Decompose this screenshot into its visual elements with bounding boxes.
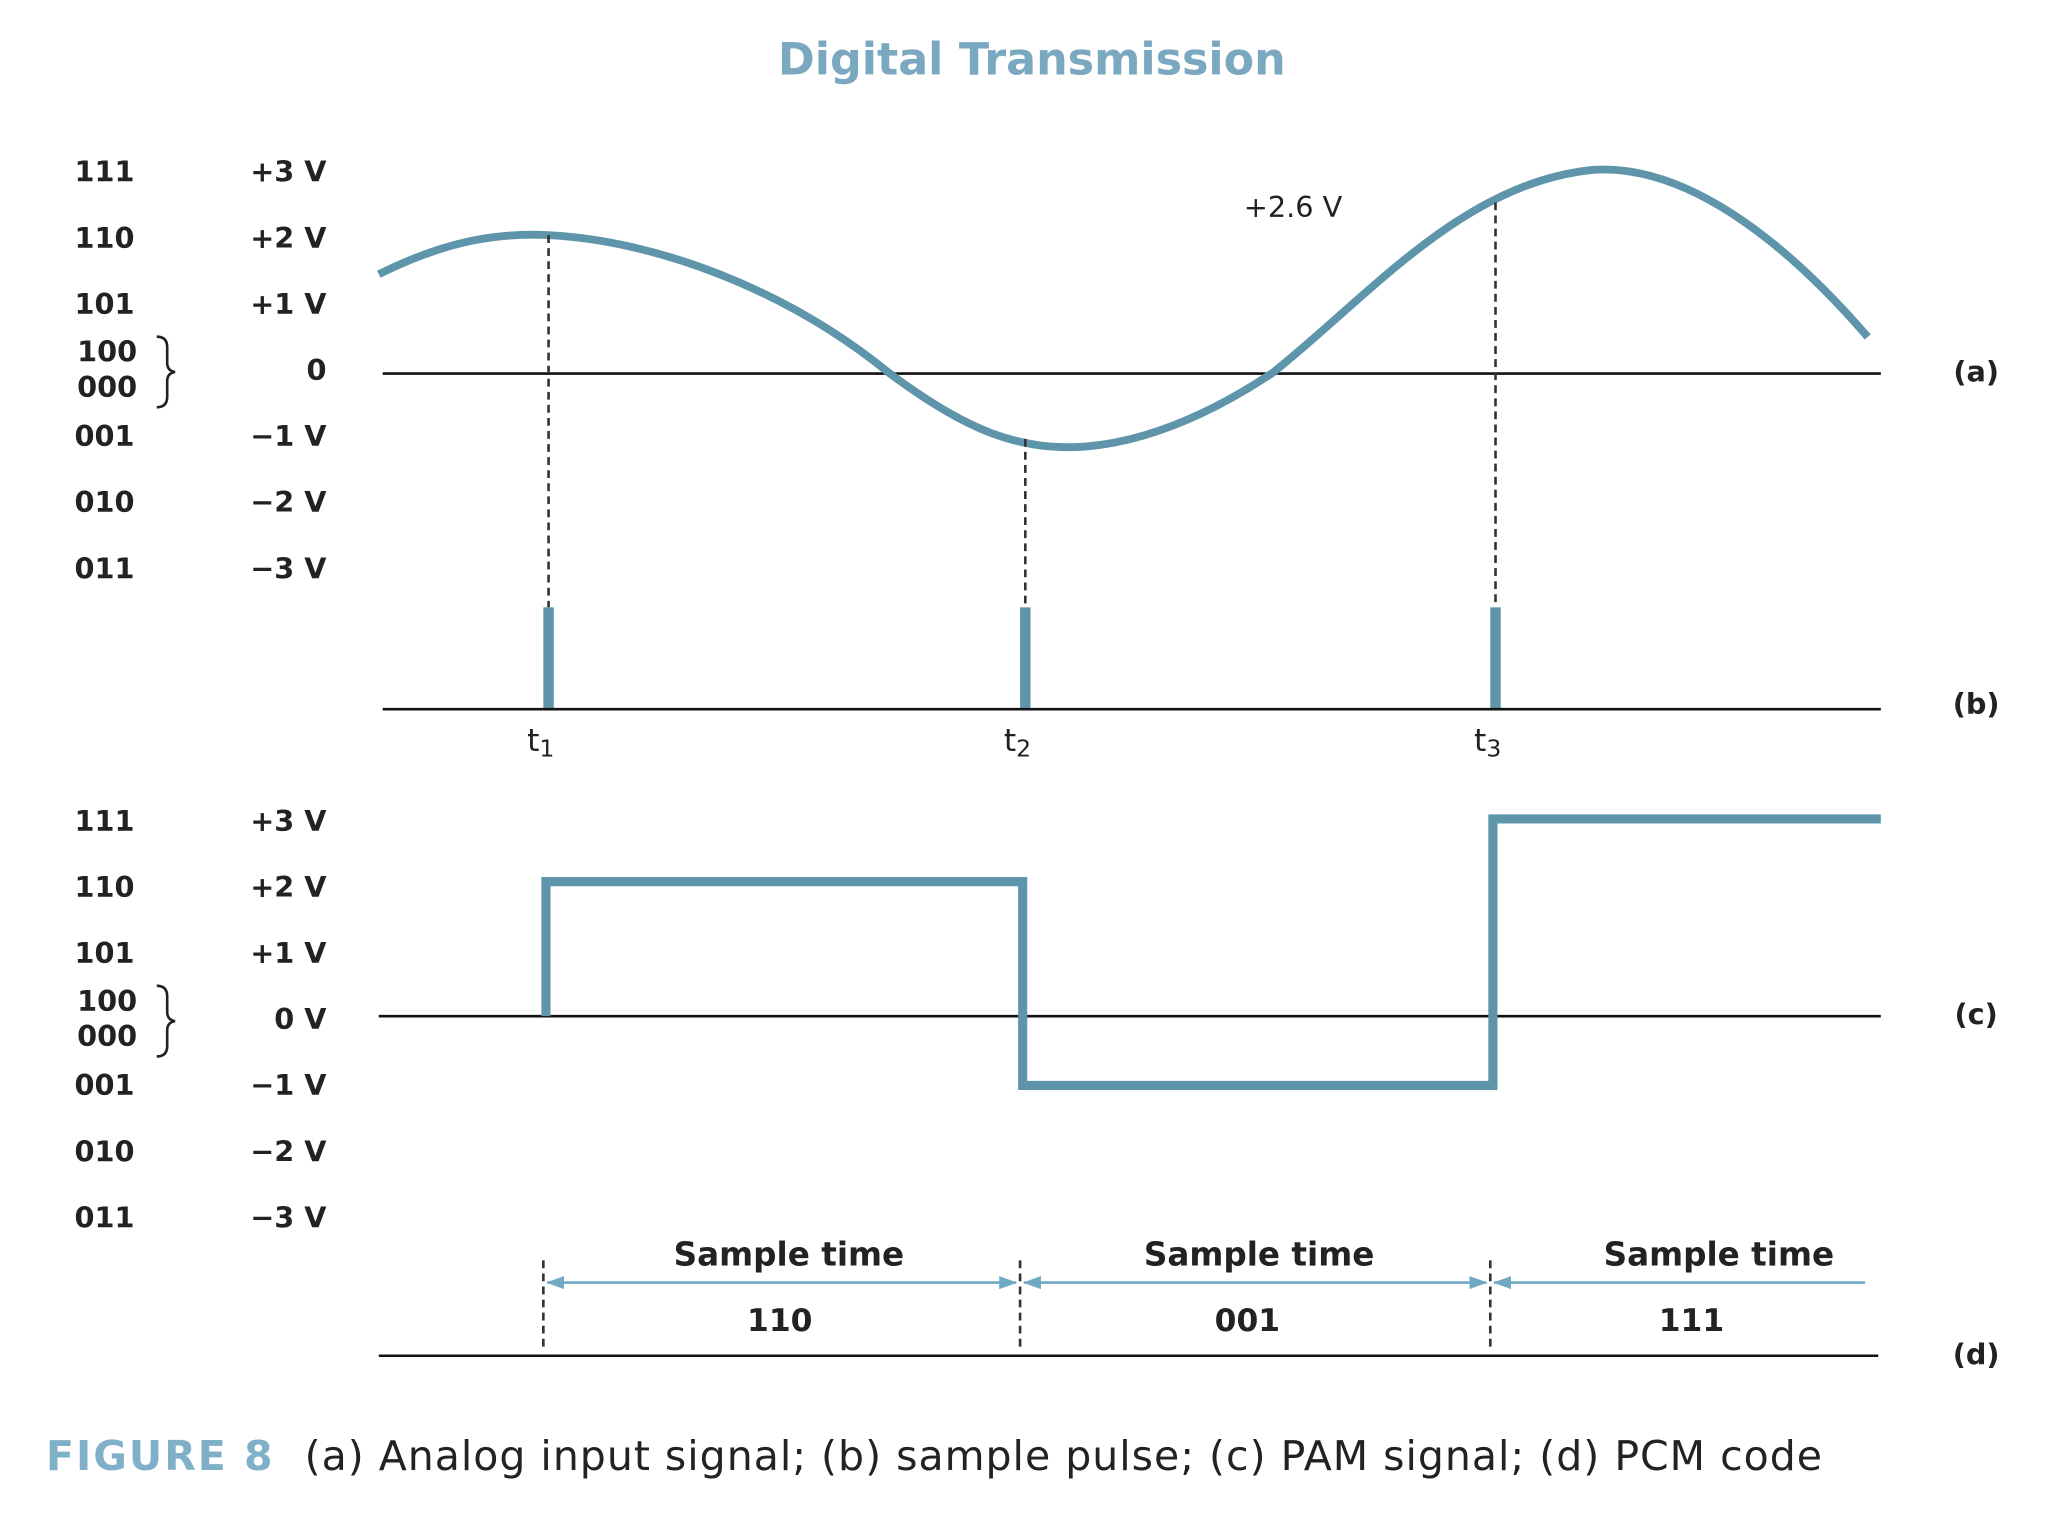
time-label: t2 bbox=[1004, 723, 1031, 762]
panel-label: (b) bbox=[1953, 686, 2000, 720]
level-code: 101 bbox=[75, 287, 135, 321]
level-code: 010 bbox=[75, 1134, 135, 1168]
panel-label: (c) bbox=[1955, 997, 1998, 1031]
level-voltage: −1 V bbox=[250, 1068, 327, 1102]
level-voltage: +3 V bbox=[250, 804, 327, 838]
time-sub: 1 bbox=[539, 734, 554, 762]
caption-text: (a) Analog input signal; (b) sample puls… bbox=[304, 1432, 1823, 1480]
level-code: 110 bbox=[75, 221, 135, 255]
sample-guides bbox=[547, 202, 1497, 608]
panel-label: (d) bbox=[1953, 1337, 2000, 1371]
level-voltage: −2 V bbox=[250, 485, 327, 519]
level-voltage: −3 V bbox=[250, 551, 327, 585]
interval-label: Sample time bbox=[674, 1235, 905, 1273]
level-code: 100 bbox=[77, 335, 137, 369]
figure-number: FIGURE 8 bbox=[46, 1432, 275, 1480]
time-base: t bbox=[1004, 723, 1016, 759]
sample-pulses bbox=[543, 607, 1501, 710]
interval-label: Sample time bbox=[1144, 1235, 1375, 1273]
pcm-code: 110 bbox=[747, 1303, 812, 1339]
level-voltage: 0 bbox=[307, 353, 327, 387]
level-voltage: +1 V bbox=[250, 287, 327, 321]
level-voltage: −2 V bbox=[250, 1134, 327, 1168]
level-code: 000 bbox=[77, 1019, 137, 1053]
level-voltage: +2 V bbox=[250, 221, 327, 255]
time-label: t3 bbox=[1474, 723, 1501, 762]
interval-guides bbox=[542, 1260, 1492, 1348]
caption: FIGURE 8 (a) Analog input signal; (b) sam… bbox=[46, 1434, 2026, 1478]
time-sub: 2 bbox=[1016, 734, 1031, 762]
time-sub: 3 bbox=[1486, 734, 1501, 762]
level-code: 101 bbox=[75, 936, 135, 970]
pam-signal bbox=[541, 814, 1881, 1090]
annotation: +2.6 V bbox=[1244, 190, 1343, 224]
level-voltage: 0 V bbox=[274, 1002, 327, 1036]
level-voltage: +1 V bbox=[250, 936, 327, 970]
level-voltage: −1 V bbox=[250, 419, 327, 453]
level-code: 001 bbox=[75, 1068, 135, 1102]
time-base: t bbox=[1474, 723, 1486, 759]
interval-label: Sample time bbox=[1604, 1235, 1835, 1273]
level-code: 001 bbox=[75, 419, 135, 453]
level-code: 011 bbox=[75, 1200, 135, 1234]
panel-label: (a) bbox=[1953, 355, 1999, 389]
level-code: 011 bbox=[75, 551, 135, 585]
brace bbox=[156, 335, 176, 409]
analog-signal bbox=[377, 165, 1871, 452]
level-code: 110 bbox=[75, 870, 135, 904]
pcm-code: 001 bbox=[1215, 1303, 1280, 1339]
level-code: 000 bbox=[77, 370, 137, 404]
level-code: 111 bbox=[75, 155, 135, 189]
time-base: t bbox=[527, 723, 539, 759]
pcm-code: 111 bbox=[1659, 1303, 1724, 1339]
level-voltage: +2 V bbox=[250, 870, 327, 904]
title: Digital Transmission bbox=[778, 35, 1286, 86]
level-code: 100 bbox=[77, 984, 137, 1018]
level-code: 111 bbox=[75, 804, 135, 838]
level-voltage: +3 V bbox=[250, 155, 327, 189]
time-label: t1 bbox=[527, 723, 554, 762]
level-voltage: −3 V bbox=[250, 1200, 327, 1234]
brace bbox=[156, 984, 176, 1058]
level-code: 010 bbox=[75, 485, 135, 519]
